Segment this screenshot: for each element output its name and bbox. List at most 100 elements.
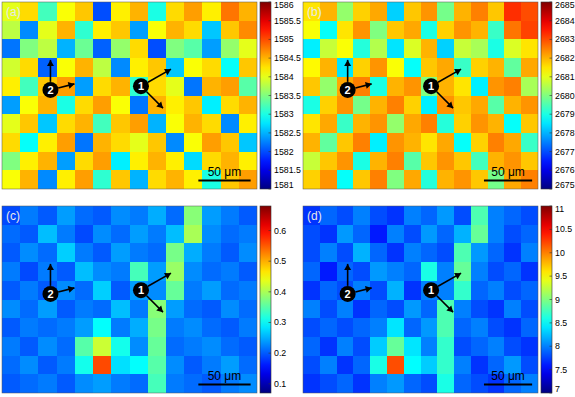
colorbar-tick [550,132,553,133]
heat-cell [454,356,471,375]
colorbar-tick [269,230,272,231]
heat-cell [75,77,94,96]
heat-cell [20,21,39,40]
heat-cell [337,96,354,115]
heat-cell [504,2,521,21]
heat-cell [437,206,454,225]
heat-cell [2,300,21,319]
heat-cell [130,206,149,225]
heat-cell [20,206,39,225]
heat-cell [471,262,488,281]
heat-cell [320,374,337,393]
heat-cell [404,39,421,58]
heat-cell [20,114,39,133]
heat-cell [57,281,76,300]
heat-cell [454,281,471,300]
heat-cell [504,114,521,133]
arrow-line [437,92,453,108]
colorbar-tick-label: 8 [555,341,560,351]
heat-cell [57,374,76,393]
heat-cell [166,39,185,58]
heat-cell [148,133,167,152]
heat-cell [221,318,240,337]
heat-cell [202,114,221,133]
heat-cell [387,133,404,152]
heat-cell [93,225,112,244]
marker-circle [423,78,439,94]
heat-cell [57,2,76,21]
heat-cell [387,337,404,356]
heat-cell [404,281,421,300]
heat-cell [370,170,387,189]
heat-cell [320,2,337,21]
marker-label: 2 [47,288,53,300]
colorbar-tick-label: 2683 [555,34,575,44]
heat-cell [93,21,112,40]
colorbar [541,2,552,189]
panel: (a)1250 μm15811581.515821582.515831583.5… [2,0,301,190]
heat-cell [437,337,454,356]
heat-cell [504,96,521,115]
heat-cell [454,374,471,393]
heat-cell [521,114,538,133]
heat-cell [130,356,149,375]
heat-cell [454,58,471,77]
heat-cell [20,77,39,96]
heat-cell [93,77,112,96]
heat-cell [337,133,354,152]
panel-label: (d) [307,209,322,223]
marker-circle [133,78,149,94]
heat-cell [111,225,130,244]
heat-cell [303,337,320,356]
heat-cell [111,133,130,152]
heat-cell [166,114,185,133]
heat-cell [20,318,39,337]
heat-cell [239,77,257,96]
heat-cell [93,318,112,337]
heat-cell [387,58,404,77]
heat-cell [75,114,94,133]
colorbar-tick-label: 2679 [555,109,575,119]
heat-cell [337,58,354,77]
heat-cell [93,58,112,77]
colorbar-tick-label: 11 [555,204,564,214]
heat-cell [370,337,387,356]
heat-cell [353,243,370,262]
heat-cell [57,114,76,133]
heat-cell [437,96,454,115]
heat-cell [404,318,421,337]
heat-cell [437,356,454,375]
arrow-head [164,273,171,279]
heat-cell [148,262,167,281]
arrow-head [164,69,171,75]
colorbar-tick [269,261,272,262]
heat-cell [404,300,421,319]
heat-cell [130,39,149,58]
heat-cell [93,337,112,356]
colorbar [260,2,271,189]
arrow-head [344,60,351,66]
heat-cell [421,262,438,281]
heat-cell [111,58,130,77]
heat-cell [202,262,221,281]
figure: (a)1250 μm15811581.515821582.515831583.5… [0,0,575,397]
colorbar [260,206,271,393]
heat-cell [303,77,320,96]
heat-cell [38,21,57,40]
heat-cell [353,152,370,171]
heat-cell [166,225,185,244]
heat-cell [320,337,337,356]
heat-cell [337,374,354,393]
heat-cell [93,170,112,189]
heat-cell [353,114,370,133]
heat-cell [38,114,57,133]
colorbar-tick [550,322,553,323]
heat-cell [166,170,185,189]
heat-cell [353,170,370,189]
heat-cell [57,133,76,152]
heat-cell [404,337,421,356]
heat-cell [75,21,94,40]
panel-label: (b) [307,5,322,19]
heat-cell [504,243,521,262]
heat-cell [337,243,354,262]
